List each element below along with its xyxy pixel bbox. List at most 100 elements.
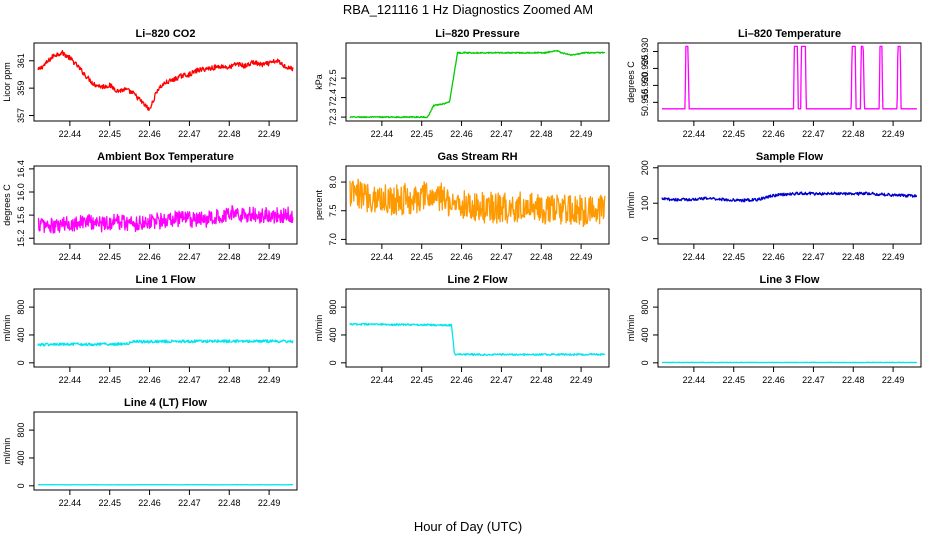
- y-tick-label: 800: [640, 300, 650, 315]
- y-tick-label: 7.0: [328, 233, 338, 246]
- x-tick-label: 22.45: [98, 375, 121, 385]
- x-tick-label: 22.46: [450, 129, 473, 139]
- y-tick-label: 0: [16, 483, 26, 488]
- panel-title: Line 1 Flow: [136, 274, 196, 286]
- x-tick-label: 22.44: [59, 129, 82, 139]
- panel-title: Ambient Box Temperature: [97, 151, 234, 163]
- x-tick-label: 22.45: [410, 375, 433, 385]
- y-tick-label: 72.3: [328, 108, 338, 126]
- x-tick-label: 22.47: [490, 252, 513, 262]
- x-tick-label: 22.44: [371, 375, 394, 385]
- panel-title: Li–820 CO2: [136, 28, 196, 40]
- panel-line-2-flow: Line 2 Flow ml/min 22.44 22.45 22.46 22.47 22.…: [314, 274, 610, 385]
- series-line-li-820-temperature: [661, 45, 918, 110]
- x-tick-label: 22.45: [98, 498, 121, 508]
- plot-frame: [33, 165, 298, 245]
- x-tick-label: 22.46: [450, 252, 473, 262]
- x-tick-label: 22.49: [258, 129, 281, 139]
- y-axis-label: ml/min: [2, 438, 12, 465]
- plot-frame: [33, 288, 298, 368]
- y-axis-label: percent: [314, 189, 324, 220]
- panel-line-1-flow: Line 1 Flow ml/min 22.44 22.45 22.46 22.47 22.…: [2, 274, 298, 385]
- x-tick-label: 22.47: [178, 375, 201, 385]
- y-tick-label: 200: [640, 160, 650, 175]
- x-tick-label: 22.48: [842, 375, 865, 385]
- panel-line-3-flow: Line 3 Flow ml/min 22.44 22.45 22.46 22.47 22.…: [626, 274, 922, 385]
- y-tick-label: 8.0: [328, 176, 338, 189]
- x-tick-label: 22.45: [98, 129, 121, 139]
- x-tick-label: 22.46: [138, 129, 161, 139]
- y-axis-label: degrees C: [2, 184, 12, 226]
- y-tick-label: 72.5: [328, 69, 338, 87]
- x-tick-label: 22.46: [762, 252, 785, 262]
- y-tick-label: 50.925: [640, 55, 650, 83]
- x-tick-label: 22.48: [218, 252, 241, 262]
- y-axis-label: ml/min: [626, 192, 636, 219]
- x-tick-label: 22.44: [59, 498, 82, 508]
- x-tick-label: 22.48: [842, 129, 865, 139]
- panel-title: Line 2 Flow: [448, 274, 508, 286]
- panel-grid: Li–820 CO2 Licor ppm 22.44 22.45 22.46 22.47 2…: [2, 28, 922, 508]
- y-axis-label: Licor ppm: [2, 62, 12, 102]
- plot-frame: [657, 165, 922, 245]
- x-tick-label: 22.47: [178, 129, 201, 139]
- y-tick-label: 15.6: [16, 206, 26, 224]
- x-tick-label: 22.48: [530, 375, 553, 385]
- panel-title: Li–820 Temperature: [738, 28, 841, 40]
- y-axis-label: ml/min: [314, 315, 324, 342]
- panel-li-820-co2: Li–820 CO2 Licor ppm 22.44 22.45 22.46 22.47 2…: [2, 28, 298, 139]
- panel-li-820-pressure: Li–820 Pressure kPa 22.44 22.45 22.46 22.47 22…: [314, 28, 610, 139]
- x-tick-label: 22.48: [842, 252, 865, 262]
- plot-frame: [33, 42, 298, 122]
- x-tick-label: 22.48: [530, 252, 553, 262]
- x-tick-label: 22.46: [138, 498, 161, 508]
- y-tick-label: 800: [328, 300, 338, 315]
- y-tick-label: 50.915: [640, 89, 650, 117]
- panel-title: Sample Flow: [756, 151, 824, 163]
- x-tick-label: 22.45: [410, 252, 433, 262]
- x-tick-label: 22.49: [258, 375, 281, 385]
- series-line-li-820-co2: [37, 49, 294, 112]
- x-tick-label: 22.49: [882, 252, 905, 262]
- x-tick-label: 22.49: [882, 375, 905, 385]
- x-tick-label: 22.49: [570, 129, 593, 139]
- y-tick-label: 16.4: [16, 160, 26, 178]
- x-tick-label: 22.44: [683, 129, 706, 139]
- series-line-gas-stream-rh: [349, 178, 606, 228]
- x-tick-label: 22.47: [802, 375, 825, 385]
- plot-frame: [345, 42, 610, 122]
- panel-title: Line 4 (LT) Flow: [124, 397, 207, 409]
- y-tick-label: 15.2: [16, 229, 26, 247]
- x-tick-label: 22.49: [258, 252, 281, 262]
- y-axis-label: kPa: [314, 74, 324, 90]
- y-tick-label: 50.920: [640, 72, 650, 100]
- x-tick-label: 22.49: [570, 375, 593, 385]
- panel-gas-stream-rh: Gas Stream RH percent 22.44 22.45 22.46 22.47…: [314, 151, 610, 262]
- x-tick-label: 22.48: [218, 498, 241, 508]
- plot-frame: [657, 288, 922, 368]
- y-axis-label: ml/min: [2, 315, 12, 342]
- y-tick-label: 361: [16, 53, 26, 68]
- y-axis-label: ml/min: [626, 315, 636, 342]
- x-tick-label: 22.45: [722, 252, 745, 262]
- x-tick-label: 22.44: [59, 252, 82, 262]
- x-tick-label: 22.49: [570, 252, 593, 262]
- panel-title: Line 3 Flow: [760, 274, 820, 286]
- series-line-sample-flow: [661, 191, 918, 203]
- x-tick-label: 22.44: [371, 129, 394, 139]
- y-tick-label: 0: [640, 360, 650, 365]
- x-tick-label: 22.47: [802, 252, 825, 262]
- y-tick-label: 100: [640, 196, 650, 211]
- x-tick-label: 22.45: [98, 252, 121, 262]
- x-tick-label: 22.44: [683, 252, 706, 262]
- plot-frame: [657, 42, 922, 122]
- x-tick-label: 22.45: [722, 375, 745, 385]
- y-tick-label: 800: [16, 300, 26, 315]
- x-tick-label: 22.47: [178, 498, 201, 508]
- figure-xlabel: Hour of Day (UTC): [414, 519, 522, 534]
- series-line-line-2-flow: [349, 322, 606, 356]
- x-tick-label: 22.45: [410, 129, 433, 139]
- x-tick-label: 22.49: [882, 129, 905, 139]
- x-tick-label: 22.46: [138, 252, 161, 262]
